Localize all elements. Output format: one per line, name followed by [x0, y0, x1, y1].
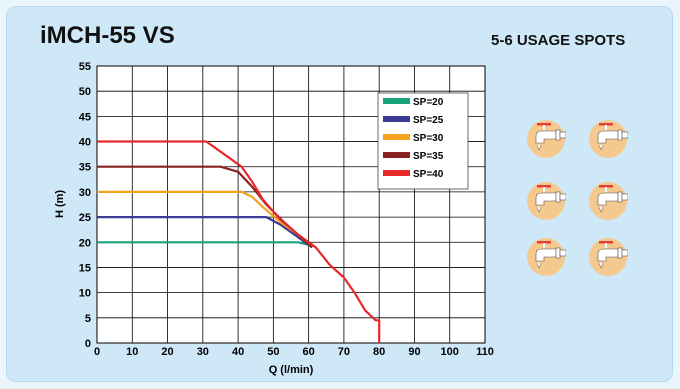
y-tick-label: 15	[79, 262, 91, 274]
x-tick-label: 110	[476, 346, 494, 358]
faucet-icon	[588, 237, 629, 277]
legend-swatch	[383, 152, 410, 158]
y-tick-label: 40	[79, 137, 91, 149]
faucet-icon	[588, 181, 629, 221]
faucet-icon	[526, 181, 567, 221]
y-tick-label: 0	[85, 338, 91, 350]
x-tick-label: 60	[303, 346, 315, 358]
legend: SP=20 SP=25 SP=30 SP=35 SP=40	[377, 92, 469, 190]
y-tick-label: 45	[79, 111, 91, 123]
faucet-icon	[526, 119, 567, 159]
legend-label: SP=40	[413, 169, 444, 180]
x-tick-label: 10	[126, 346, 138, 358]
x-tick-label: 40	[232, 346, 244, 358]
x-tick-label: 20	[161, 346, 173, 358]
y-tick-label: 50	[79, 86, 91, 98]
legend-swatch	[383, 134, 410, 140]
y-tick-label: 5	[85, 313, 91, 325]
y-axis-label: H (m)	[54, 190, 66, 218]
x-tick-label: 100	[441, 346, 459, 358]
y-tick-label: 55	[79, 61, 91, 73]
y-tick-label: 35	[79, 162, 91, 174]
y-tick-label: 20	[79, 237, 91, 249]
y-tick-label: 30	[79, 187, 91, 199]
usage-spots-label: 5-6 USAGE SPOTS	[491, 32, 626, 49]
x-tick-labels: 0 10 20 30 40 50 60 70 80 90 100 110	[94, 346, 494, 358]
y-tick-label: 10	[79, 288, 91, 300]
series-lines	[97, 140, 381, 343]
x-tick-label: 30	[197, 346, 209, 358]
faucet-icon	[588, 119, 629, 159]
legend-swatch	[383, 170, 410, 176]
legend-swatch	[383, 98, 410, 104]
series-line-sp-25	[97, 216, 313, 249]
y-tick-label: 25	[79, 212, 91, 224]
legend-label: SP=30	[413, 133, 444, 144]
page-title: iMCH-55 VS	[40, 22, 175, 49]
x-tick-label: 0	[94, 346, 100, 358]
legend-label: SP=25	[413, 115, 444, 126]
x-tick-label: 50	[267, 346, 279, 358]
y-tick-labels: 0 5 10 15 20 25 30 35 40 45 50 55	[79, 61, 91, 350]
x-tick-label: 80	[373, 346, 385, 358]
x-axis-label: Q (l/min)	[269, 364, 314, 376]
x-tick-label: 90	[408, 346, 420, 358]
series-line-sp-40	[97, 140, 381, 343]
x-tick-label: 70	[338, 346, 350, 358]
faucet-icon	[526, 237, 567, 277]
legend-label: SP=20	[413, 97, 444, 108]
legend-label: SP=35	[413, 151, 444, 162]
legend-swatch	[383, 116, 410, 122]
